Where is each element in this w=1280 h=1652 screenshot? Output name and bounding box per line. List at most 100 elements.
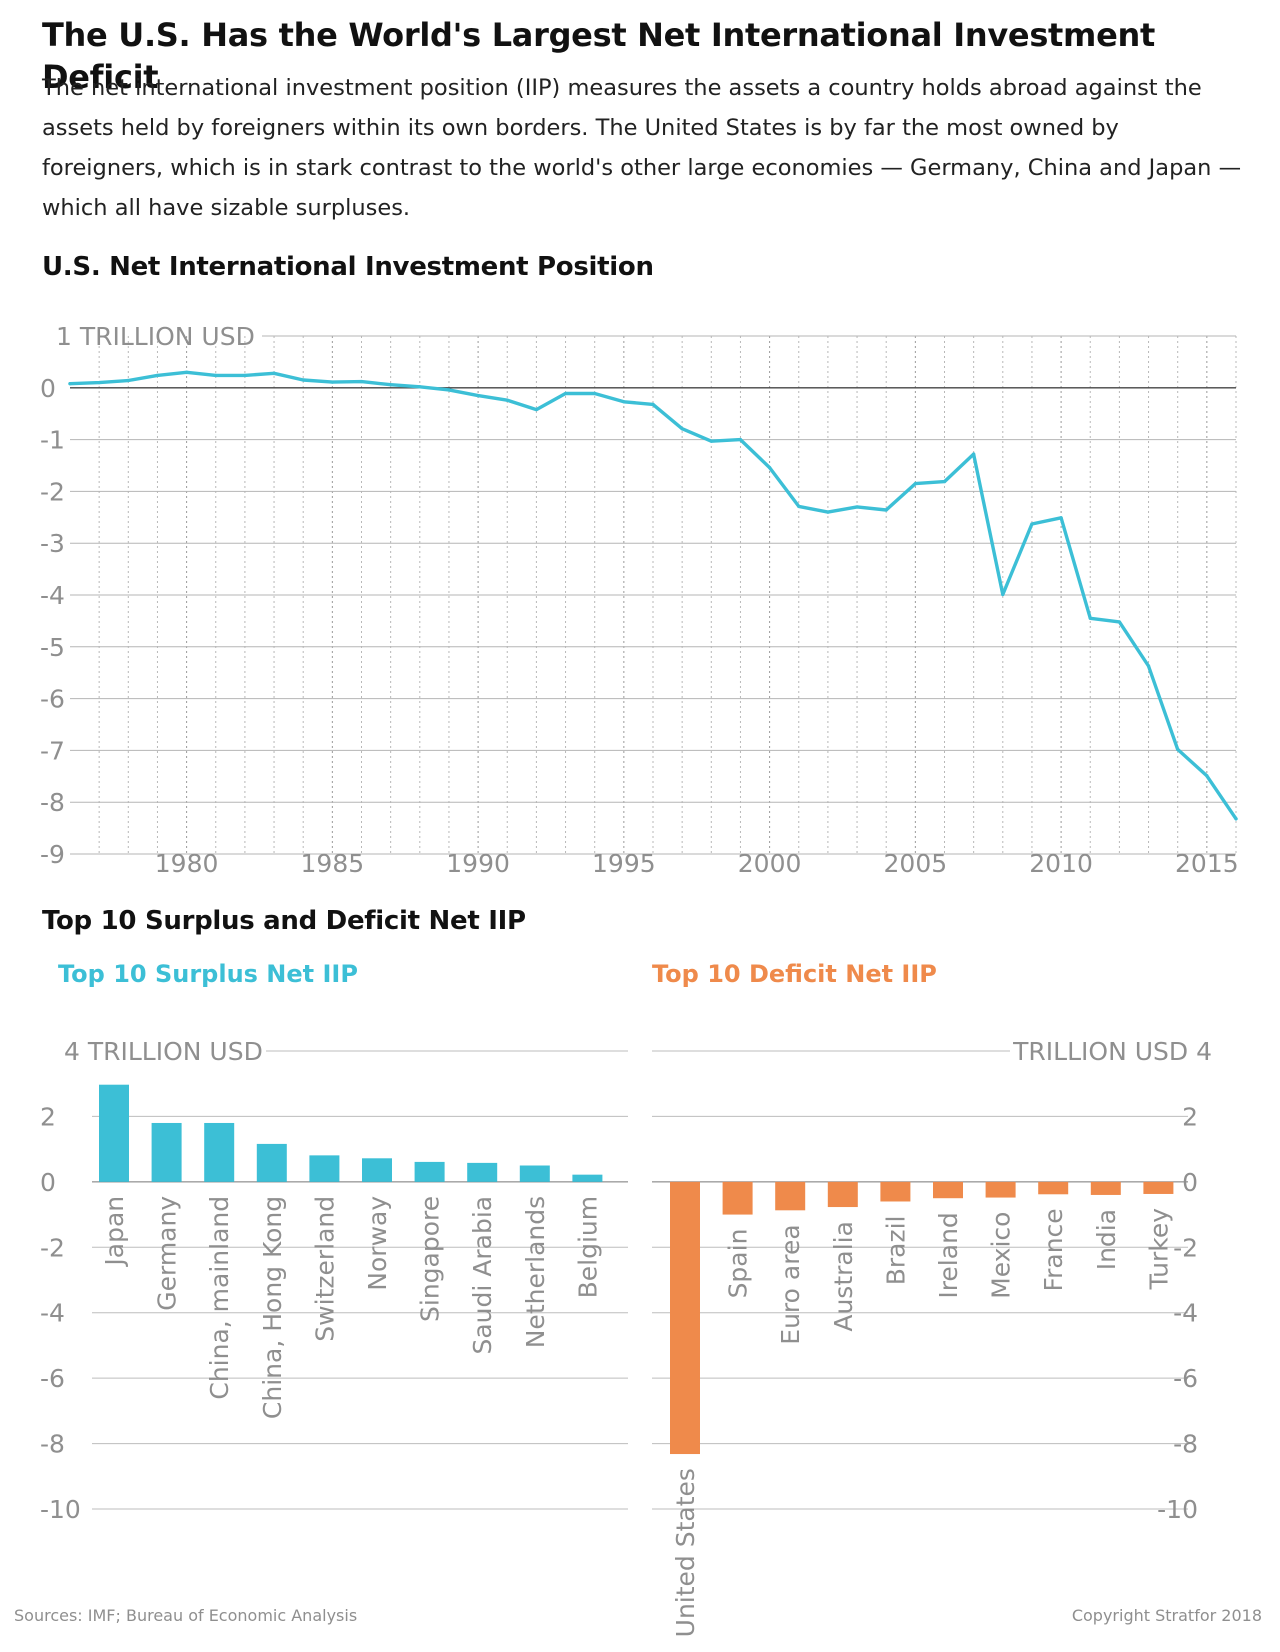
y-tick-label: -10 bbox=[40, 1495, 81, 1524]
category-label-australia: Australia bbox=[829, 1221, 858, 1332]
us-iip-point bbox=[359, 379, 364, 384]
category-label-saudi-arabia: Saudi Arabia bbox=[468, 1196, 497, 1355]
category-label-singapore: Singapore bbox=[416, 1196, 445, 1322]
us-iip-point bbox=[505, 398, 509, 402]
y-tick-label: -4 bbox=[1173, 1299, 1198, 1328]
category-label-united-states: United States bbox=[671, 1468, 700, 1637]
us-iip-point bbox=[1234, 817, 1238, 821]
bar-germany bbox=[151, 1122, 182, 1182]
us-iip-point bbox=[476, 393, 480, 398]
category-label-switzerland: Switzerland bbox=[310, 1196, 339, 1342]
us-iip-point bbox=[418, 385, 422, 389]
us-iip-point bbox=[534, 407, 539, 412]
bar-china-hong-kong bbox=[256, 1143, 287, 1182]
y-tick-label: -8 bbox=[40, 788, 65, 817]
us-iip-point bbox=[1205, 774, 1209, 778]
bar-japan bbox=[99, 1084, 129, 1182]
bar-australia bbox=[827, 1181, 858, 1208]
category-label-brazil: Brazil bbox=[881, 1215, 910, 1285]
y-tick-label: -9 bbox=[40, 840, 65, 869]
category-label-china-hong-kong: China, Hong Kong bbox=[258, 1196, 287, 1419]
y-tick-label: -3 bbox=[40, 529, 65, 558]
category-label-ireland: Ireland bbox=[934, 1212, 963, 1298]
us-iip-point bbox=[97, 381, 101, 385]
category-label-norway: Norway bbox=[363, 1196, 392, 1291]
y-tick-label: -1 bbox=[40, 426, 65, 455]
y-tick-label: -6 bbox=[40, 1364, 65, 1393]
us-iip-point bbox=[738, 438, 743, 442]
x-tick-label: 2015 bbox=[1175, 849, 1239, 878]
us-iip-point bbox=[1176, 747, 1180, 751]
category-label-belgium: Belgium bbox=[573, 1196, 602, 1299]
bar-turkey bbox=[1143, 1181, 1174, 1194]
us-iip-point bbox=[447, 388, 451, 392]
us-iip-point bbox=[680, 427, 684, 431]
us-iip-point bbox=[389, 383, 393, 387]
y-tick-label: -2 bbox=[40, 1233, 65, 1262]
bar-ireland bbox=[933, 1181, 963, 1199]
y-tick-label: 0 bbox=[1182, 1168, 1198, 1197]
us-iip-point bbox=[622, 400, 626, 404]
us-iip-point bbox=[68, 382, 72, 386]
us-iip-point bbox=[563, 391, 568, 396]
y-tick-label: -8 bbox=[40, 1430, 65, 1459]
us-iip-point bbox=[593, 391, 597, 396]
us-iip-point bbox=[1030, 522, 1034, 526]
category-label-mexico: Mexico bbox=[987, 1212, 1016, 1299]
category-label-china-mainland: China, mainland bbox=[205, 1196, 234, 1400]
us-iip-point bbox=[1146, 664, 1151, 668]
category-label-japan: Japan bbox=[100, 1196, 129, 1268]
bar-euro-area bbox=[775, 1181, 806, 1211]
y-tick-label: 2 bbox=[1182, 1102, 1198, 1131]
category-label-netherlands: Netherlands bbox=[521, 1196, 550, 1348]
us-iip-point bbox=[972, 452, 976, 456]
y-tick-label: -4 bbox=[40, 1299, 65, 1328]
us-iip-point bbox=[1001, 592, 1005, 597]
bar-section-title: Top 10 Surplus and Deficit Net IIP bbox=[42, 906, 526, 936]
y-unit-label: 1 TRILLION USD bbox=[56, 322, 255, 351]
us-iip-point bbox=[709, 439, 713, 443]
category-label-france: France bbox=[1039, 1208, 1068, 1291]
us-iip-point bbox=[243, 373, 247, 377]
us-iip-point bbox=[214, 373, 218, 377]
us-iip-point bbox=[826, 510, 830, 514]
x-tick-label: 1995 bbox=[592, 849, 656, 878]
us-iip-point bbox=[272, 371, 276, 375]
bar-saudi-arabia bbox=[467, 1162, 498, 1182]
bar-switzerland bbox=[309, 1155, 340, 1182]
us-iip-point bbox=[942, 479, 947, 484]
bar-united-states bbox=[670, 1181, 700, 1455]
us-iip-point bbox=[768, 465, 772, 470]
bar-singapore bbox=[414, 1161, 445, 1182]
intro-paragraph: The net international investment positio… bbox=[42, 75, 1242, 221]
y-tick-label: -7 bbox=[40, 736, 65, 765]
us-iip-point bbox=[651, 402, 655, 406]
bar-india bbox=[1090, 1181, 1121, 1195]
page-title: The U.S. Has the World's Largest Net Int… bbox=[42, 16, 1155, 96]
line-chart-title: U.S. Net International Investment Positi… bbox=[42, 252, 654, 282]
x-tick-label: 2000 bbox=[738, 849, 802, 878]
surplus-chart-title: Top 10 Surplus Net IIP bbox=[58, 960, 358, 988]
us-iip-point bbox=[185, 370, 189, 374]
bar-france bbox=[1038, 1181, 1069, 1195]
x-tick-label: 1980 bbox=[155, 849, 219, 878]
sources-note: Sources: IMF; Bureau of Economic Analysi… bbox=[14, 1606, 358, 1625]
us-iip-point bbox=[884, 508, 888, 512]
y-tick-label: 0 bbox=[40, 374, 56, 403]
y-tick-label: -6 bbox=[1173, 1364, 1198, 1393]
bar-china-mainland bbox=[204, 1122, 235, 1182]
category-label-turkey: Turkey bbox=[1144, 1208, 1173, 1291]
y-tick-label: -2 bbox=[1173, 1233, 1198, 1262]
y-tick-label: -4 bbox=[40, 581, 65, 610]
y-tick-label: 0 bbox=[40, 1168, 56, 1197]
us-iip-point bbox=[797, 504, 801, 509]
us-iip-point bbox=[913, 482, 917, 486]
us-iip-point bbox=[155, 373, 160, 377]
x-tick-label: 1985 bbox=[301, 849, 365, 878]
y-unit-label: 4 TRILLION USD bbox=[64, 1037, 263, 1066]
us-iip-point bbox=[330, 380, 334, 384]
us-iip-point bbox=[1117, 620, 1121, 624]
y-tick-label: -2 bbox=[40, 477, 65, 506]
category-label-germany: Germany bbox=[153, 1196, 182, 1311]
